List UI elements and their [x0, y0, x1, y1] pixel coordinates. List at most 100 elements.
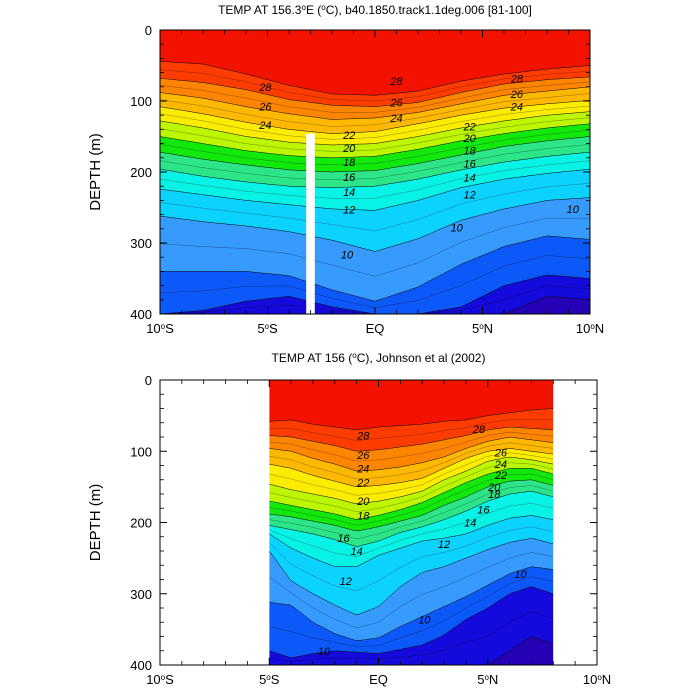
contour-label: 14 [464, 518, 476, 530]
temperature-band-14 [269, 491, 554, 567]
isotherm-minor [269, 431, 554, 462]
isotherm-minor [269, 611, 554, 662]
isotherm-5 [160, 296, 590, 314]
contour-label: 26 [389, 97, 403, 109]
contour-label: 22 [356, 478, 369, 490]
isotherm-minor [160, 93, 590, 127]
isotherm-10 [269, 538, 554, 615]
temperature-band-24 [160, 86, 590, 134]
y-tick-label: 200 [130, 516, 152, 531]
isotherm-minor [160, 117, 590, 152]
contour-label: 10 [451, 222, 464, 234]
temperature-band-8 [269, 566, 554, 658]
contour-label: 28 [472, 424, 486, 436]
contour-label: 20 [356, 496, 370, 508]
contour-label: 24 [356, 463, 369, 475]
isotherm-minor [160, 183, 590, 232]
contour-label: 22 [462, 122, 475, 134]
contour-label: 10 [514, 569, 527, 581]
contour-fills [160, 30, 590, 314]
temperature-band-26 [269, 427, 554, 472]
contour-label: 24 [389, 113, 402, 125]
contour-label: 12 [343, 205, 355, 217]
isotherm-10 [160, 197, 590, 252]
temperature-band-28 [269, 408, 554, 452]
temperature-band-29 [160, 30, 590, 96]
y-tick-label: 400 [130, 658, 152, 673]
y-axis-label: DEPTH (m) [87, 484, 104, 562]
isotherm-28 [269, 408, 554, 430]
chart-title: TEMP AT 156.3oE (oC), b40.1850.track1.1d… [218, 3, 532, 18]
contour-label: 26 [510, 89, 524, 101]
contour-label: 26 [258, 102, 272, 114]
temperature-band-18 [269, 468, 554, 531]
x-tick-label: 5oN [477, 672, 498, 687]
temperature-band-14 [160, 152, 590, 211]
isotherm-minor [269, 503, 554, 557]
contour-label: 24 [258, 120, 271, 132]
temperature-band-29 [269, 380, 554, 430]
y-tick-label: 200 [130, 165, 152, 180]
isotherm-14 [269, 491, 554, 547]
temperature-band-26 [160, 76, 590, 120]
isotherm-12 [269, 515, 554, 567]
isotherm-minor [269, 552, 554, 628]
isotherm-18 [160, 123, 590, 159]
isotherm-minor [269, 576, 554, 647]
isotherm-26 [269, 426, 554, 452]
missing-data-column [306, 133, 315, 314]
isotherm-24 [160, 86, 590, 120]
contour-label: 16 [477, 505, 490, 517]
y-tick-label: 400 [130, 307, 152, 322]
contour-label: 28 [389, 76, 403, 88]
isotherm-18 [269, 468, 554, 520]
contour-label: 24 [510, 102, 523, 114]
isotherm-6 [160, 274, 590, 314]
contour-label: 28 [258, 82, 272, 94]
x-tick-label: EQ [366, 321, 385, 336]
y-tick-label: 300 [130, 587, 152, 602]
contour-label: 12 [340, 576, 352, 588]
contour-label: 18 [357, 510, 370, 522]
contour-label: 28 [356, 431, 370, 443]
contour-label: 12 [463, 190, 475, 202]
temperature-band-22 [160, 100, 590, 145]
contour-label: 14 [343, 187, 355, 199]
x-tick-label: EQ [369, 672, 388, 687]
isotherm-16 [160, 136, 590, 173]
contour-label: 14 [463, 173, 475, 185]
isotherm-minor [269, 526, 554, 591]
contour-label: 20 [342, 143, 356, 155]
temperature-band-16 [160, 136, 590, 188]
isotherm-minor [160, 69, 590, 102]
isotherm-12 [160, 168, 590, 211]
contour-label: 10 [318, 646, 331, 658]
x-tick-label: 5oN [472, 321, 493, 336]
temperature-band-22 [269, 448, 554, 504]
contour-label: 18 [463, 146, 476, 158]
isotherm-22 [160, 100, 590, 134]
isotherm-16 [269, 479, 554, 532]
contour-label: 16 [463, 158, 476, 170]
temperature-band-5 [269, 636, 554, 665]
contour-label: 16 [343, 172, 356, 184]
isotherm-8 [160, 235, 590, 302]
isotherm-6 [269, 586, 554, 658]
contour-label: 18 [343, 157, 356, 169]
isotherm-minor [269, 452, 554, 496]
contour-label: 14 [351, 546, 363, 558]
y-tick-label: 100 [130, 444, 152, 459]
isotherm-minor [269, 419, 554, 441]
x-tick-label: 5oS [259, 672, 280, 687]
isotherm-minor [160, 105, 590, 140]
contour-label: 28 [510, 73, 524, 85]
isotherm-24 [269, 436, 554, 472]
isotherm-minor [160, 285, 590, 314]
temperature-band-18 [160, 123, 590, 172]
isotherm-26 [160, 76, 590, 107]
x-tick-label: 5oS [257, 321, 278, 336]
isotherm-minor [160, 144, 590, 180]
y-tick-label: 100 [130, 94, 152, 109]
